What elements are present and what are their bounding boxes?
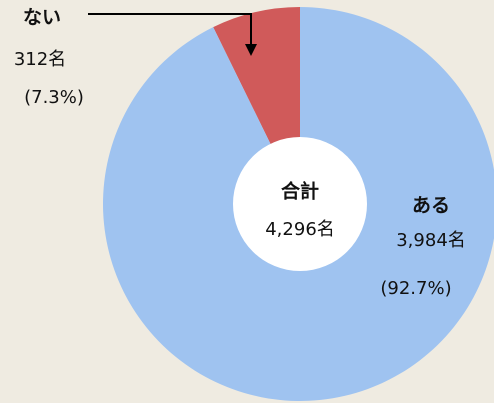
category-label: ない — [23, 7, 61, 29]
percent-label: (92.7%) — [380, 278, 451, 299]
category-label: ある — [412, 195, 450, 217]
value-label: 312名 — [14, 49, 66, 70]
center-title: 合計 — [281, 180, 319, 203]
donut-hole — [233, 137, 367, 271]
percent-label: (7.3%) — [24, 87, 84, 108]
value-label: 3,984名 — [396, 230, 466, 251]
leader-line — [88, 13, 252, 48]
center-value: 4,296名 — [265, 219, 335, 240]
arrowhead — [245, 44, 257, 56]
